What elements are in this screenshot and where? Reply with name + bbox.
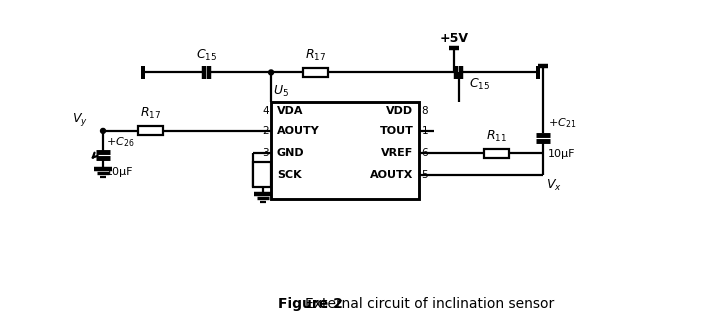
Text: $V_y$: $V_y$ [72,111,88,128]
Text: AOUTY: AOUTY [277,126,320,136]
Text: +5V: +5V [439,32,468,45]
Circle shape [101,128,106,133]
Text: $+C_{26}$: $+C_{26}$ [106,136,134,149]
Bar [484,149,509,158]
Text: 4: 4 [262,106,269,116]
Circle shape [268,70,273,75]
Text: TOUT: TOUT [379,126,413,136]
Text: 8: 8 [421,106,428,116]
Text: 10μF: 10μF [106,167,133,177]
Text: 3: 3 [262,148,269,158]
Text: $+C_{21}$: $+C_{21}$ [548,116,576,130]
Bar [253,162,271,187]
Text: 10μF: 10μF [548,149,576,159]
Text: $R_{11}$: $R_{11}$ [486,128,507,144]
Text: 7: 7 [262,170,269,180]
Text: $R_{17}$: $R_{17}$ [140,106,161,121]
Text: $V_x$: $V_x$ [546,178,562,193]
Text: 6: 6 [421,148,428,158]
Text: VREF: VREF [381,148,413,158]
Text: Figure 2: Figure 2 [278,297,343,312]
Text: $U_5$: $U_5$ [273,83,289,99]
Text: External circuit of inclination sensor: External circuit of inclination sensor [304,297,554,312]
Text: AOUTX: AOUTX [370,170,413,180]
Text: SCK: SCK [277,170,302,180]
Text: $C_{15}$: $C_{15}$ [469,77,490,92]
Text: 1: 1 [421,126,428,136]
Text: $R_{17}$: $R_{17}$ [305,48,326,63]
Text: GND: GND [277,148,304,158]
Bar [303,68,328,77]
Text: $C_{15}$: $C_{15}$ [196,48,218,63]
Text: 5: 5 [421,170,428,180]
Bar [271,102,419,199]
Text: VDD: VDD [386,106,413,116]
Text: 2: 2 [262,126,269,136]
Text: VDA: VDA [277,106,304,116]
Bar [138,126,163,135]
